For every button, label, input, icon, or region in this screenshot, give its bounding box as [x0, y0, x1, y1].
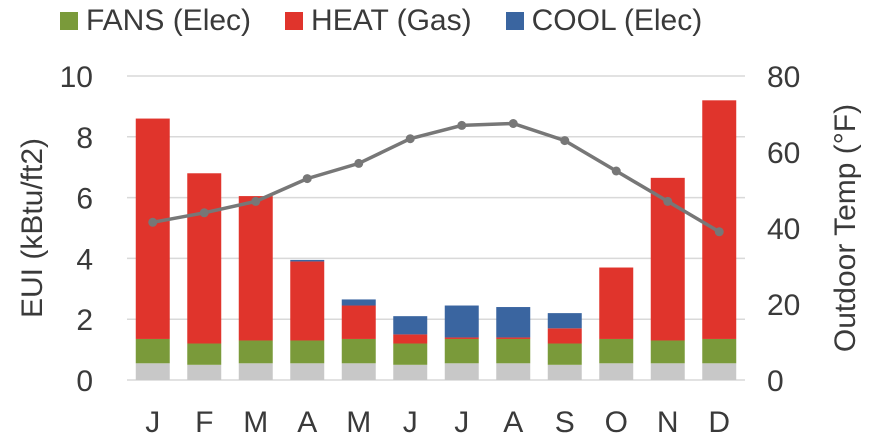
temperature-line	[148, 119, 724, 237]
y-tick-label: 2	[76, 304, 93, 337]
bar-segment-base	[444, 363, 479, 380]
bar-segment-base	[135, 363, 170, 380]
y2-tick-label: 0	[767, 365, 784, 398]
bar-segment-cool	[290, 259, 325, 262]
y-tick-label: 4	[76, 243, 93, 276]
bar-segment-fans	[393, 343, 428, 365]
y2-tick-label: 60	[767, 137, 800, 170]
bar-segment-heat	[702, 100, 737, 339]
temperature-line-path	[152, 121, 721, 234]
x-tick-label: A	[503, 406, 523, 439]
bar-segment-heat	[290, 261, 325, 341]
bar-segment-base	[238, 363, 273, 380]
bar-segment-heat	[599, 267, 634, 339]
temperature-point	[405, 134, 415, 144]
legend-label-heat: HEAT (Gas)	[311, 4, 472, 37]
temperature-point	[354, 158, 364, 168]
bar-segment-fans	[599, 338, 634, 364]
bar-segment-base	[599, 363, 634, 380]
legend-label-cool: COOL (Elec)	[531, 4, 703, 37]
y-tick-label: 0	[76, 365, 93, 398]
bar-segment-heat	[238, 196, 273, 341]
legend-swatch-heat	[285, 12, 304, 30]
bar-segment-cool	[496, 307, 531, 338]
x-tick-label: S	[555, 406, 575, 439]
x-tick-label: O	[605, 406, 628, 439]
temperature-point	[457, 120, 467, 130]
legend-item-fans: FANS (Elec)	[60, 4, 251, 38]
temperature-point	[611, 166, 621, 176]
bar-segment-base	[187, 364, 222, 380]
y-axis-title: EUI (kBtu/ft2)	[16, 138, 49, 318]
legend: FANS (Elec) HEAT (Gas) COOL (Elec)	[60, 4, 702, 38]
legend-swatch-cool	[505, 12, 524, 30]
bar-segment-base	[547, 364, 582, 380]
x-tick-label: D	[708, 406, 730, 439]
temperature-point	[148, 217, 158, 227]
x-tick-label: J	[454, 406, 469, 439]
x-tick-label: F	[195, 406, 213, 439]
bar-segment-base	[650, 363, 685, 380]
legend-item-heat: HEAT (Gas)	[285, 4, 472, 38]
y-tick-label: 8	[76, 122, 93, 155]
bar-segment-fans	[650, 340, 685, 364]
bars	[135, 100, 737, 380]
bar-segment-heat	[444, 337, 479, 339]
bar-segment-heat	[547, 328, 582, 344]
bar-segment-heat	[187, 173, 222, 344]
x-tick-label: A	[297, 406, 317, 439]
bar-segment-fans	[135, 338, 170, 364]
bar-segment-heat	[393, 334, 428, 344]
temperature-point	[302, 174, 312, 184]
x-tick-label: M	[346, 406, 371, 439]
bar-segment-fans	[341, 338, 376, 364]
x-tick-label: N	[657, 406, 679, 439]
y2-tick-label: 20	[767, 289, 800, 322]
bar-segment-heat	[496, 337, 531, 339]
bar-segment-base	[702, 363, 737, 380]
bar-segment-base	[290, 363, 325, 380]
temperature-point	[560, 136, 570, 146]
bar-segment-fans	[444, 338, 479, 364]
bar-segment-cool	[341, 299, 376, 306]
legend-item-cool: COOL (Elec)	[505, 4, 703, 38]
bar-segment-heat	[135, 118, 170, 339]
temperature-point	[508, 119, 518, 128]
bar-segment-heat	[341, 305, 376, 339]
y2-tick-label: 40	[767, 213, 800, 246]
bar-segment-fans	[496, 338, 531, 364]
x-tick-label: J	[403, 406, 418, 439]
temperature-point	[199, 208, 209, 218]
y2-axis-title: Outdoor Temp (°F)	[829, 104, 862, 352]
bar-segment-cool	[547, 313, 582, 329]
temperature-point	[251, 196, 261, 206]
bar-segment-base	[496, 363, 531, 380]
bar-segment-cool	[444, 305, 479, 338]
bar-segment-fans	[238, 340, 273, 364]
temperature-point	[714, 227, 724, 237]
bar-segment-fans	[290, 340, 325, 364]
y-tick-label: 10	[60, 61, 93, 94]
bar-segment-fans	[547, 343, 582, 365]
legend-label-fans: FANS (Elec)	[86, 4, 252, 37]
x-tick-label: M	[243, 406, 268, 439]
temperature-point	[663, 196, 673, 206]
bar-segment-fans	[187, 343, 222, 365]
bar-segment-base	[341, 363, 376, 380]
y2-tick-label: 80	[767, 61, 800, 94]
legend-swatch-fans	[60, 12, 78, 30]
bar-segment-base	[393, 364, 428, 380]
bar-segment-cool	[393, 316, 428, 335]
y-tick-label: 6	[76, 183, 93, 216]
grid-lines	[127, 75, 745, 381]
x-tick-label: J	[145, 406, 160, 439]
bar-segment-fans	[702, 338, 737, 364]
